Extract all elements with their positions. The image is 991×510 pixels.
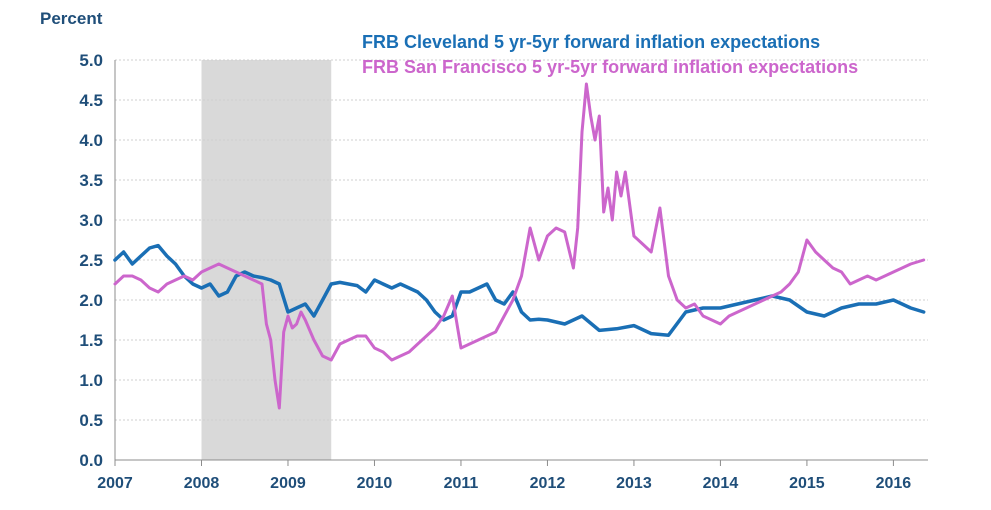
x-tick-label: 2016	[876, 475, 912, 492]
x-tick-label: 2014	[703, 475, 739, 492]
legend-label-san-francisco: FRB San Francisco 5 yr-5yr forward infla…	[362, 57, 858, 77]
y-tick-label: 5.0	[79, 51, 103, 70]
y-tick-label: 4.0	[79, 131, 103, 150]
y-axis-unit-label: Percent	[40, 9, 103, 28]
x-tick-label: 2013	[616, 475, 652, 492]
x-tick-label: 2012	[530, 475, 566, 492]
x-tick-label: 2010	[357, 475, 393, 492]
series-line-san-francisco	[113, 82, 926, 410]
y-tick-label: 2.0	[79, 291, 103, 310]
x-tick-label: 2007	[97, 475, 133, 492]
series-line-cleveland	[113, 243, 926, 337]
y-tick-label: 3.0	[79, 211, 103, 230]
x-tick-label: 2008	[184, 475, 220, 492]
x-tick-label: 2009	[270, 475, 306, 492]
y-tick-label: 3.5	[79, 171, 103, 190]
y-tick-label: 0.5	[79, 411, 103, 430]
legend-label-cleveland: FRB Cleveland 5 yr-5yr forward inflation…	[362, 32, 820, 52]
x-tick-label: 2011	[444, 475, 479, 492]
y-tick-label: 2.5	[79, 251, 103, 270]
y-tick-label: 1.5	[79, 331, 103, 350]
y-tick-label: 0.0	[79, 451, 103, 470]
x-tick-label: 2015	[789, 475, 825, 492]
y-tick-label: 4.5	[79, 91, 103, 110]
y-tick-label: 1.0	[79, 371, 103, 390]
